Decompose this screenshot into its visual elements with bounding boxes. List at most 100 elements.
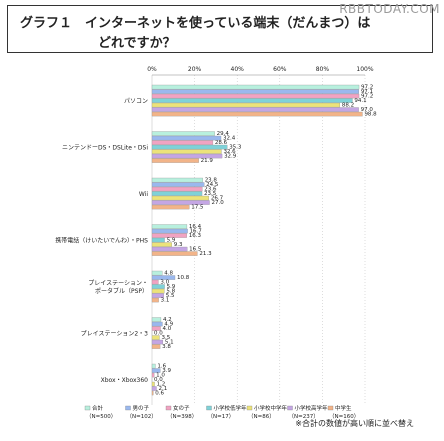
legend-sublabel: （N=160） — [329, 413, 359, 420]
value-label: 21.9 — [201, 158, 214, 164]
chart-title-box: グラフ１ インターネットを使っている端末（だんまつ）は どれですか？ — [7, 5, 433, 53]
chart-title-line1: グラフ１ インターネットを使っている端末（だんまつ）は — [20, 16, 371, 31]
value-label: 32.6 — [223, 149, 236, 155]
bar — [151, 191, 203, 196]
value-label: 88.2 — [342, 103, 354, 109]
bar — [151, 339, 164, 345]
watermark: RBBTODAY.COM — [339, 2, 440, 16]
value-label: 3.1 — [161, 298, 170, 304]
value-label: 27.0 — [212, 200, 225, 206]
category-label: Wii — [139, 191, 148, 198]
value-label: 3.8 — [162, 344, 171, 350]
value-label: 4.8 — [164, 271, 173, 277]
bar — [151, 195, 210, 201]
value-label: 1.6 — [157, 364, 166, 370]
value-label: 32.4 — [223, 136, 236, 142]
legend-sublabel: （N=500） — [86, 413, 116, 420]
category-label: ニンテンドーDS・DSLite・DSi — [62, 144, 148, 151]
legend-sublabel: （N=398） — [167, 413, 197, 420]
value-label: 26.7 — [211, 196, 224, 202]
bar — [151, 293, 164, 298]
category-label: Xbox・Xbox360 — [101, 377, 149, 384]
value-label: 24.5 — [206, 182, 219, 188]
value-label: 1.0 — [156, 373, 165, 379]
value-label: 4.9 — [164, 322, 173, 328]
value-label: 97.1 — [361, 89, 373, 95]
legend-sublabel: （N=102） — [127, 413, 157, 420]
bar — [151, 89, 359, 94]
value-label: 23.8 — [205, 178, 218, 184]
bar — [151, 242, 172, 247]
bar — [151, 335, 160, 340]
value-label: 28.6 — [215, 140, 228, 146]
value-label: 5.5 — [166, 293, 175, 299]
bar — [151, 131, 215, 136]
bar — [151, 284, 165, 289]
legend-swatch — [84, 405, 91, 411]
bar — [151, 182, 205, 187]
bar — [151, 140, 214, 145]
value-label: 21.3 — [199, 251, 212, 257]
bar — [151, 275, 176, 280]
value-label: 0.0 — [154, 331, 163, 337]
category-label: プレイステーション2・3 — [81, 330, 149, 337]
bar — [151, 246, 188, 252]
bar — [151, 344, 161, 349]
tick-label: 80% — [316, 66, 330, 73]
value-label: 9.3 — [174, 242, 183, 248]
bar — [151, 363, 156, 369]
bar — [151, 111, 363, 117]
bar — [151, 144, 228, 150]
bar — [151, 102, 341, 108]
legend-label: 合計 — [92, 404, 104, 412]
value-label: 1.2 — [157, 382, 166, 388]
value-label: 4.0 — [163, 326, 172, 332]
bar — [151, 228, 188, 234]
category-label: パソコン — [124, 98, 148, 105]
value-label: 5.8 — [166, 289, 175, 295]
legend-swatch — [287, 405, 293, 411]
value-label: 4.2 — [163, 317, 172, 323]
legend-label: 小学校低学年 — [214, 404, 248, 412]
bar — [151, 317, 162, 322]
value-label: 3.0 — [160, 280, 169, 286]
bar — [151, 270, 163, 276]
value-label: 97.0 — [361, 107, 374, 113]
tick-label: 40% — [231, 66, 245, 73]
bar — [151, 186, 203, 192]
bar — [151, 326, 161, 331]
value-label: 0.0 — [154, 377, 163, 383]
footnote: ※合計の数値が高い順に並べ替え — [295, 419, 414, 428]
value-label: 97.2 — [361, 94, 373, 100]
legend-label: 男の子 — [133, 405, 150, 412]
bar — [151, 368, 161, 373]
legend-swatch — [327, 405, 334, 411]
bar — [151, 372, 155, 378]
bar — [151, 200, 210, 205]
value-label: 5.1 — [165, 340, 174, 346]
value-label: 16.5 — [189, 247, 202, 253]
bar — [151, 233, 187, 238]
bar — [151, 390, 154, 396]
value-label: 97.2 — [361, 85, 373, 91]
legend-sublabel: （N=237） — [289, 413, 319, 420]
bar — [151, 204, 190, 210]
category-label: 携帯電話（けいたいでんわ）・PHS — [55, 236, 148, 244]
bar — [151, 107, 359, 112]
legend-sublabel: （N=17） — [208, 413, 235, 420]
value-label: 23.5 — [204, 191, 217, 197]
tick-label: 60% — [273, 66, 287, 73]
value-label: 16.4 — [189, 224, 202, 230]
tick-label: 100% — [356, 66, 373, 73]
legend-label: 小学校中学年 — [254, 404, 288, 412]
bar — [151, 237, 165, 243]
legend-swatch — [165, 405, 172, 411]
category-label: ポータブル（PSP） — [95, 287, 148, 295]
bar — [151, 149, 222, 154]
value-label: 16.3 — [189, 233, 202, 239]
legend-swatch — [125, 405, 131, 411]
bar — [151, 386, 157, 391]
value-label: 16.7 — [190, 229, 203, 235]
tick-label: 0% — [147, 66, 157, 73]
bar — [151, 224, 188, 229]
